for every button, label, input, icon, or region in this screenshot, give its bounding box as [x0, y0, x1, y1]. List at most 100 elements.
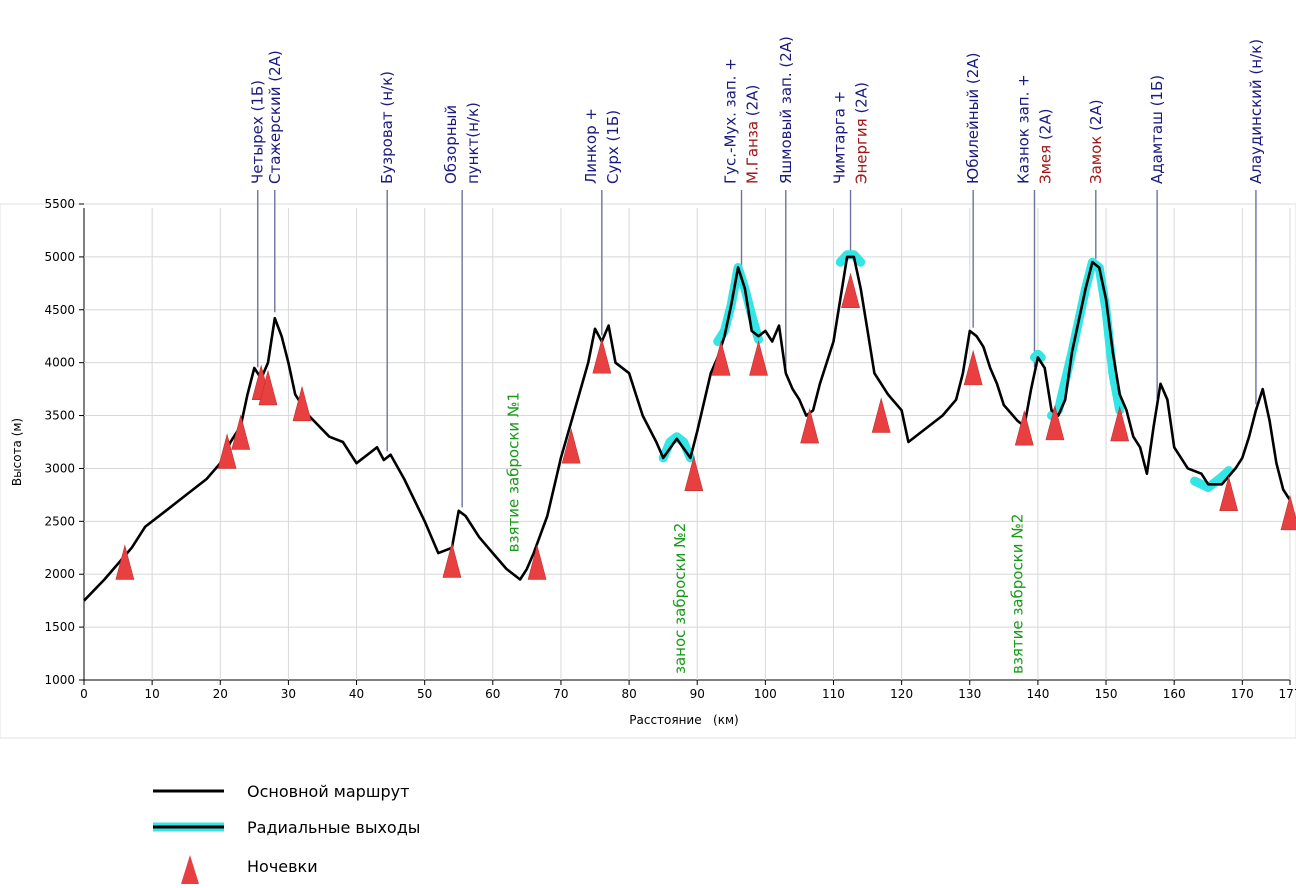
camp-marker [115, 544, 135, 580]
peak-label-part: (2А) [744, 85, 762, 121]
x-tick-label: 90 [690, 687, 705, 701]
peak-label: М.Ганза (2А) [744, 85, 762, 184]
camp-marker [527, 544, 547, 580]
x-tick-label: 120 [890, 687, 913, 701]
x-tick-label: 150 [1095, 687, 1118, 701]
camp-marker [711, 340, 731, 376]
y-tick-label: 3500 [44, 409, 75, 423]
peak-label: Энергия (2А) [853, 82, 871, 184]
y-tick-label: 1000 [44, 673, 75, 687]
legend-camp-icon [181, 855, 199, 884]
peak-label: Обзорный [442, 105, 460, 184]
camp-marker [217, 433, 237, 469]
x-tick-label: 60 [485, 687, 500, 701]
x-tick-label: 0 [80, 687, 88, 701]
annotation-label: занос заброски №2 [671, 523, 689, 674]
x-tick-label: 80 [621, 687, 636, 701]
x-axis-ticks: 0 10 20 30 40 50 60 70 80 90 100 110 120 130 140 150 160… [80, 680, 1296, 701]
peak-label: Адамташ (1Б) [1148, 75, 1166, 184]
annotation-label: взятие заброски №2 [1008, 514, 1026, 674]
main-route-line [83, 255, 1292, 602]
camp-marker [871, 397, 891, 433]
plot-frame [0, 203, 1296, 739]
peak-labels: Четырех (1Б) Стажерский (2А) Бузроват (н/к… [249, 36, 1265, 184]
camp-marker [561, 427, 581, 464]
peak-label: Гус.-Мух. зап. + [722, 58, 740, 184]
y-tick-label: 2000 [44, 567, 75, 581]
peak-label: Яшмовый зап. (2А) [777, 36, 795, 184]
y-tick-label: 4500 [44, 303, 75, 317]
camp-marker [1219, 475, 1239, 512]
peak-label: Четырех (1Б) [249, 80, 267, 184]
x-tick-label: 10 [144, 687, 159, 701]
legend: Основной маршрут Радиальные выходы Ночев… [153, 782, 420, 884]
x-tick-label: 177 [1279, 687, 1296, 701]
peak-leader-lines [257, 190, 1257, 508]
peak-label: Казнок зап. + [1014, 74, 1032, 184]
chart-outer-border [0, 203, 1296, 739]
peak-label-part: Энергия [853, 118, 871, 184]
annotations: взятие заброски №1 занос заброски №2 взяти… [504, 392, 1026, 674]
x-tick-label: 50 [417, 687, 432, 701]
peak-label: Замок (2А) [1087, 99, 1105, 184]
annotation-label: взятие заброски №1 [504, 392, 522, 552]
camp-marker [749, 340, 768, 376]
radial-segment [835, 250, 866, 267]
camp-marker [292, 385, 312, 422]
radial-segment [1030, 349, 1046, 362]
y-axis-title: Высота (м) [10, 418, 24, 486]
x-tick-label: 70 [553, 687, 568, 701]
x-tick-label: 170 [1231, 687, 1254, 701]
camp-marker [1110, 405, 1130, 442]
x-tick-label: 140 [1026, 687, 1049, 701]
x-tick-label: 40 [349, 687, 364, 701]
x-tick-label: 160 [1163, 687, 1186, 701]
x-tick-label: 110 [822, 687, 845, 701]
x-tick-label: 130 [958, 687, 981, 701]
camp-marker [800, 407, 820, 444]
camp-marker [684, 455, 704, 491]
x-tick-label: 20 [213, 687, 228, 701]
y-tick-label: 2500 [44, 514, 75, 528]
peak-label: Юбилейный (2А) [964, 53, 982, 184]
camp-marker [963, 349, 983, 386]
peak-label: Бузроват (н/к) [378, 71, 396, 184]
peak-label-part: М.Ганза [744, 121, 762, 184]
camp-marker [258, 369, 278, 406]
y-tick-label: 3000 [44, 461, 75, 475]
x-tick-label: 30 [281, 687, 296, 701]
grid [84, 203, 1291, 680]
x-axis-title: Расстояние (км) [629, 713, 738, 727]
camp-marker [1280, 494, 1296, 531]
peak-label: Линкор + [582, 108, 600, 184]
peak-label-part: (2А) [1036, 109, 1054, 145]
main-route [83, 255, 1292, 602]
peak-label: Чимтарга + [831, 91, 849, 184]
peak-label-part: (2А) [1087, 99, 1105, 135]
camp-markers [115, 272, 1296, 580]
legend-radial-label: Радиальные выходы [247, 818, 420, 837]
peak-label-part: (2А) [853, 82, 871, 118]
peak-label: Стажерский (2А) [266, 50, 284, 184]
peak-label: пункт(н/к) [464, 102, 482, 184]
y-tick-label: 5500 [44, 197, 75, 211]
camp-marker [841, 272, 860, 308]
peak-label-part: Замок [1087, 136, 1105, 184]
peak-label: Сурх (1Б) [604, 110, 622, 184]
peak-label: Алаудинский (н/к) [1247, 39, 1265, 184]
peak-label-part: Змея [1036, 145, 1054, 184]
camp-marker [592, 338, 612, 374]
y-tick-label: 1500 [44, 620, 75, 634]
legend-camp-label: Ночевки [247, 857, 318, 876]
radial-segment [658, 432, 695, 463]
y-tick-label: 4000 [44, 356, 75, 370]
camp-marker [442, 542, 462, 578]
camp-marker [1014, 410, 1034, 446]
camp-marker [231, 414, 251, 450]
camp-marker [1045, 404, 1065, 441]
y-tick-label: 5000 [44, 250, 75, 264]
peak-label: Змея (2А) [1036, 109, 1054, 184]
y-axis-ticks: 1000 1500 2000 2500 3000 3500 4000 4500 5000 5500 [44, 197, 84, 687]
legend-main-route-label: Основной маршрут [247, 782, 409, 801]
